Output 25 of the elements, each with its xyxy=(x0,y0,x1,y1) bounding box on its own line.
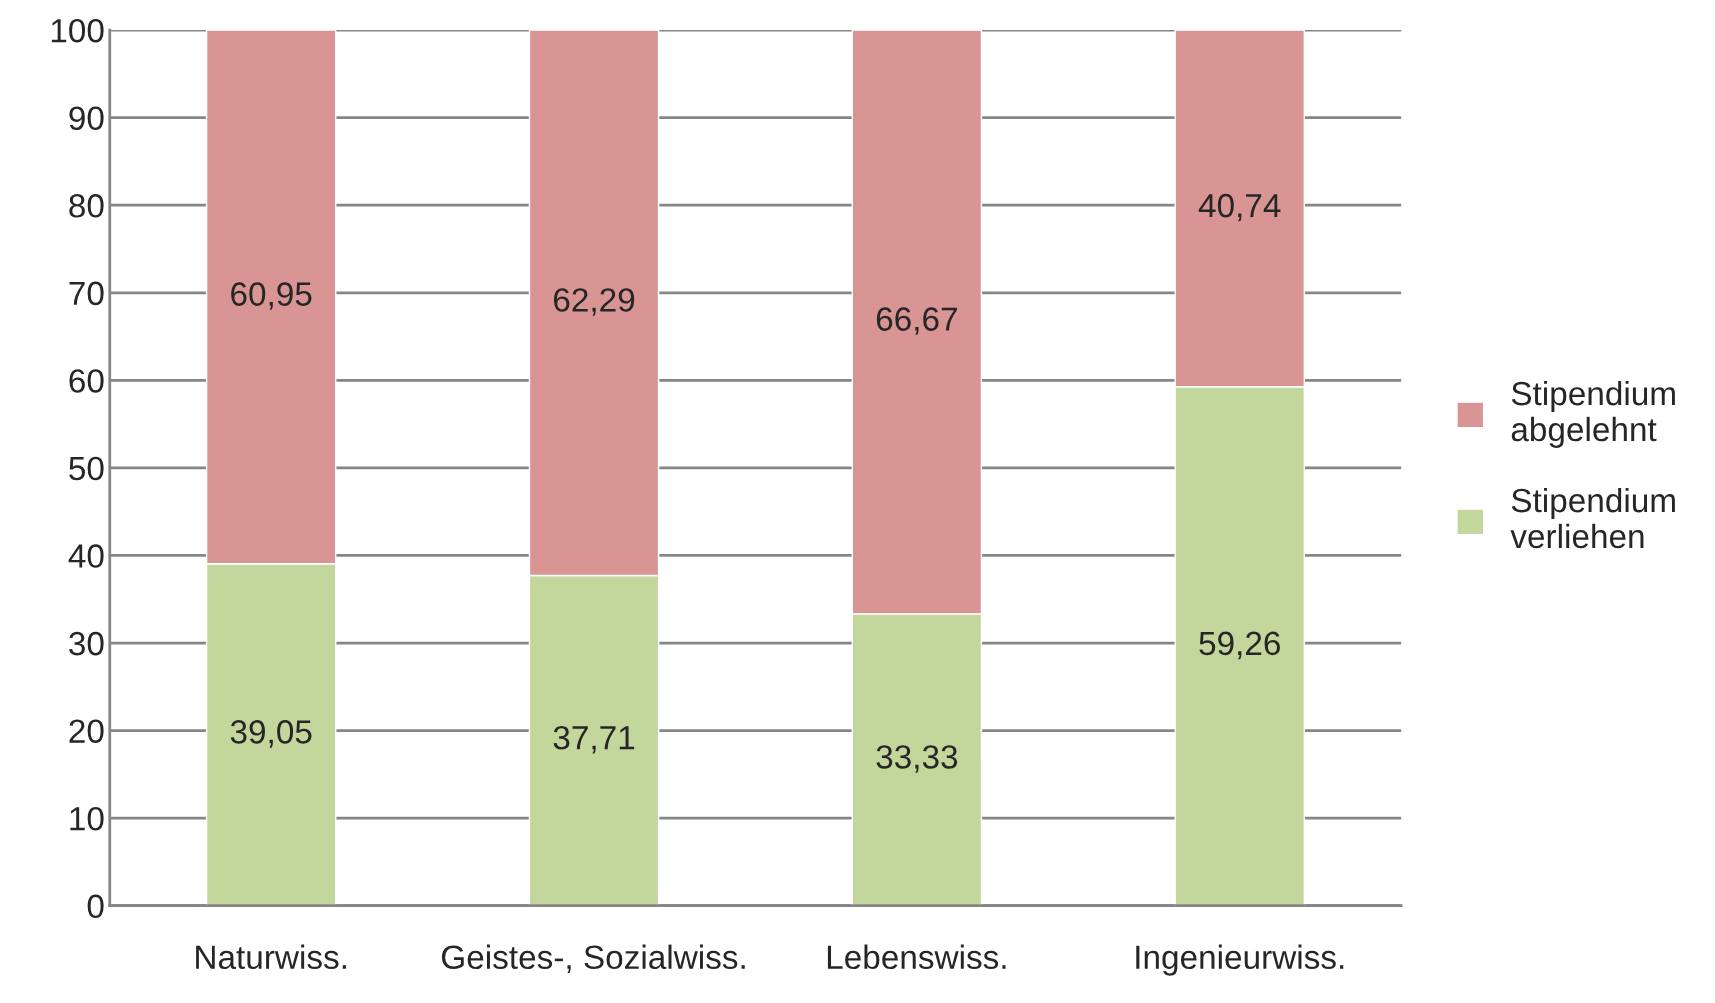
y-tick-label: 50 xyxy=(69,456,104,481)
data-label: 40,74 xyxy=(1198,193,1281,222)
data-label: 60,95 xyxy=(231,282,312,310)
data-label: 37,71 xyxy=(553,725,635,754)
y-tick-label: 70 xyxy=(69,281,104,306)
y-tick-label: 100 xyxy=(51,18,104,43)
x-tick-label: Lebenswiss. xyxy=(827,944,1006,970)
y-tick-label: 30 xyxy=(69,631,104,656)
data-label: 66,67 xyxy=(876,307,957,335)
y-tick-label: 40 xyxy=(68,544,104,568)
x-tick-label: Naturwiss. xyxy=(196,944,346,970)
y-tick-label: 60 xyxy=(69,369,104,393)
data-label: 39,05 xyxy=(230,720,312,748)
legend-label: Stipendium verliehen xyxy=(1510,487,1675,549)
y-tick-label: 80 xyxy=(69,194,104,218)
data-label: 62,29 xyxy=(554,288,635,316)
x-tick-label: Ingenieurwiss. xyxy=(1136,944,1344,976)
y-tick-label: 10 xyxy=(70,806,104,831)
legend-label: Stipendium abgelehnt xyxy=(1511,380,1675,448)
x-tick-label: Geistes-, Sozialwiss. xyxy=(441,944,745,974)
data-label: 33,33 xyxy=(876,745,958,773)
y-tick-label: 20 xyxy=(69,719,104,743)
y-tick-label: 0 xyxy=(87,894,104,919)
data-label: 59,26 xyxy=(1199,631,1280,660)
y-tick-label: 90 xyxy=(69,106,104,131)
